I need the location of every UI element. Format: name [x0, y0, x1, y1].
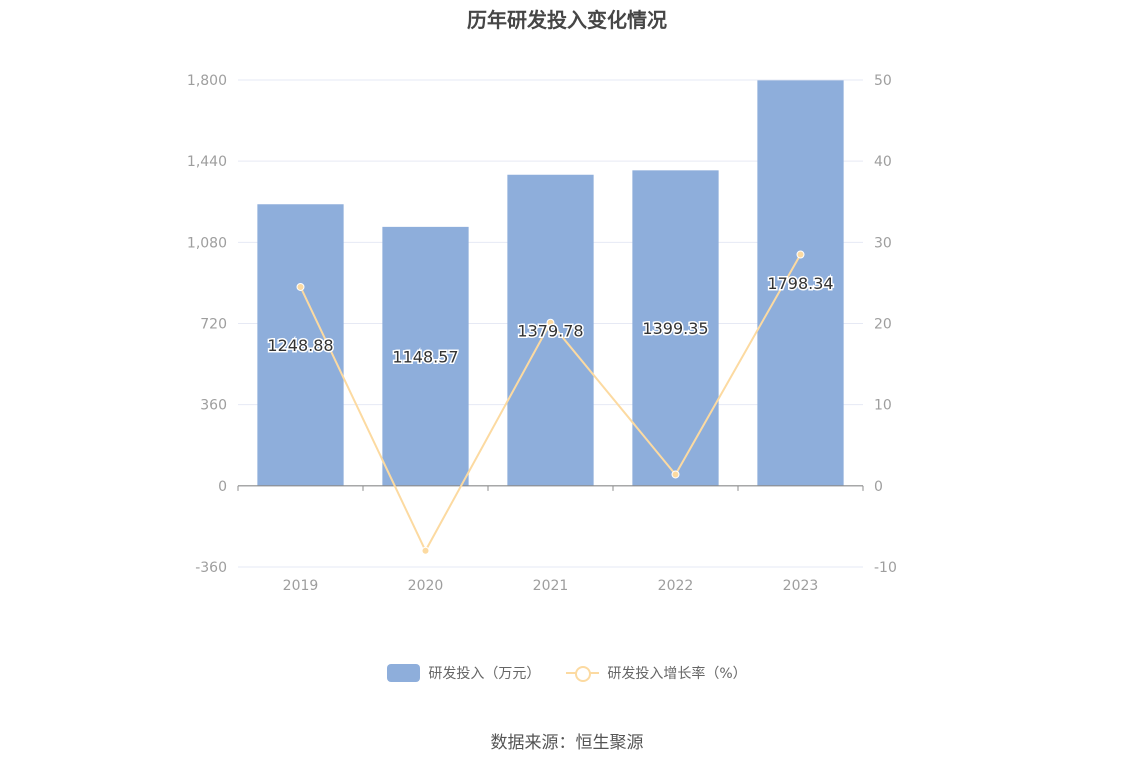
x-axis-tick-label: 2022	[658, 578, 694, 594]
x-axis: 2019 2020 2021 2022 2023	[237, 485, 864, 594]
legend-item-rd-investment[interactable]: 研发投入（万元）	[387, 663, 540, 683]
bar	[507, 174, 594, 486]
chart-title: 历年研发投入变化情况	[467, 8, 667, 32]
legend-label-growth-rate: 研发投入增长率（%）	[607, 666, 747, 682]
x-axis-tick-label: 2021	[533, 578, 569, 594]
legend-bar-swatch	[387, 664, 421, 682]
legend-line-swatch	[566, 664, 600, 682]
right-axis-tick-label: 30	[874, 235, 892, 251]
right-axis-tick-label: 20	[874, 317, 892, 333]
right-axis-tick-label: -10	[874, 560, 897, 576]
bar	[632, 170, 719, 486]
right-axis-tick-label: 10	[874, 398, 892, 414]
bar-series	[257, 80, 844, 486]
right-axis-tick-label: 0	[874, 479, 883, 495]
right-axis-tick-label: 50	[874, 73, 892, 89]
bar	[257, 204, 344, 486]
left-axis-tick-label: 1,440	[187, 154, 227, 170]
right-axis-tick-label: 40	[874, 154, 892, 170]
data-source-note: 数据来源：恒生聚源	[490, 733, 644, 753]
left-axis-tick-label: 1,080	[187, 235, 227, 251]
growth-rate-point	[546, 318, 555, 327]
left-axis-ticks: 1,800 1,440 1,080 720 360 0 -360	[187, 73, 227, 576]
growth-rate-point	[296, 282, 305, 291]
bar	[382, 226, 469, 486]
x-axis-tick-label: 2020	[408, 578, 444, 594]
x-axis-tick-label: 2023	[783, 578, 819, 594]
right-axis-ticks: 50 40 30 20 10 0 -10	[874, 73, 897, 576]
bar	[757, 80, 844, 486]
legend-label-rd-investment: 研发投入（万元）	[428, 666, 541, 682]
growth-rate-point	[671, 470, 680, 479]
left-axis-tick-label: 0	[218, 479, 227, 495]
bar-data-label: 1798.34	[767, 274, 833, 293]
bar-data-label: 1379.78	[517, 321, 583, 340]
legend-item-growth-rate[interactable]: 研发投入增长率（%）	[566, 663, 747, 683]
left-axis-tick-label: 720	[200, 317, 227, 333]
bar-data-label: 1148.57	[392, 347, 458, 366]
left-axis-tick-label: 360	[200, 398, 227, 414]
growth-rate-point	[796, 250, 805, 259]
bar-data-label: 1399.35	[642, 319, 708, 338]
bar-data-labels: 1248.88 1148.57 1379.78 1399.35 1798.34	[266, 273, 835, 368]
left-axis-tick-label: -360	[195, 560, 227, 576]
line-series	[296, 250, 805, 555]
bar-data-label: 1248.88	[267, 336, 333, 355]
left-axis-tick-label: 1,800	[187, 73, 227, 89]
x-axis-tick-label: 2019	[283, 578, 319, 594]
legend: 研发投入（万元） 研发投入增长率（%）	[0, 663, 1134, 683]
growth-rate-point	[421, 546, 430, 555]
